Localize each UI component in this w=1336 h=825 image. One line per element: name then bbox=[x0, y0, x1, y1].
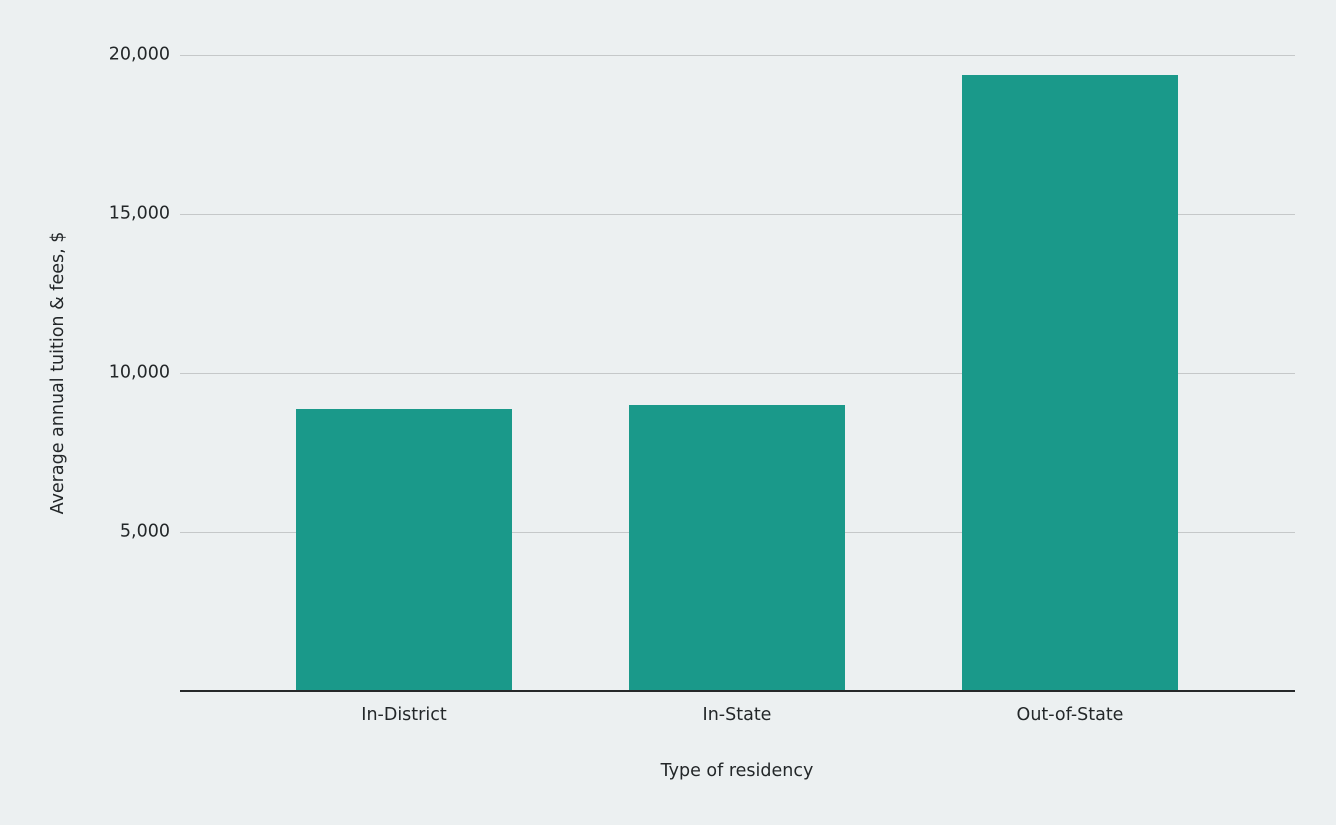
x-axis-line bbox=[180, 690, 1295, 692]
bar-in-district bbox=[296, 408, 512, 691]
x-axis-title: Type of residency bbox=[660, 761, 814, 781]
gridline-20000 bbox=[180, 55, 1295, 56]
bar-out-of-state bbox=[962, 75, 1178, 691]
gridline-15000 bbox=[180, 214, 1295, 215]
y-axis-title: Average annual tuition & fees, $ bbox=[48, 231, 68, 515]
plot-area bbox=[180, 55, 1295, 692]
x-tick-label: In-State bbox=[702, 705, 772, 725]
y-tick-label: 15,000 bbox=[108, 203, 170, 224]
x-tick-label: In-District bbox=[361, 705, 447, 725]
y-tick-label: 20,000 bbox=[108, 44, 170, 65]
gridline-10000 bbox=[180, 373, 1295, 374]
y-tick-label: 10,000 bbox=[108, 362, 170, 383]
bar-in-state bbox=[629, 405, 845, 691]
y-tick-label: 5,000 bbox=[119, 521, 170, 542]
x-tick-label: Out-of-State bbox=[1016, 705, 1124, 725]
